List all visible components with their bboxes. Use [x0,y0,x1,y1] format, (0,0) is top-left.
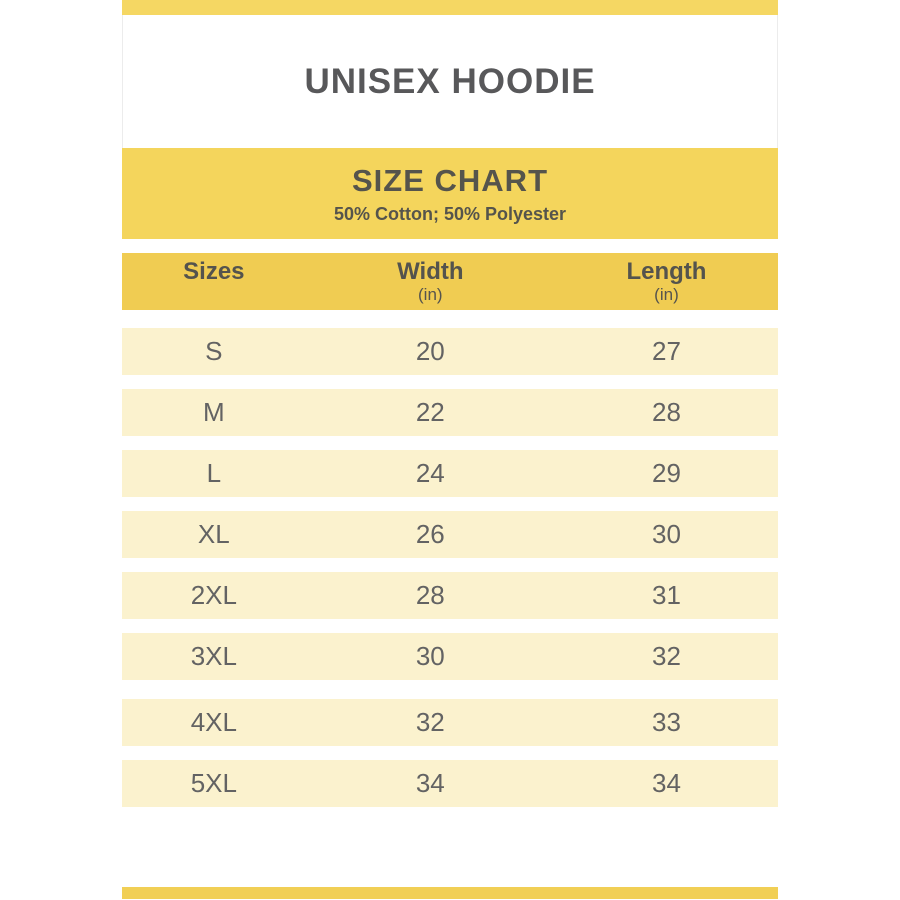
column-unit: (in) [418,284,443,304]
table-row-xl: XL 26 30 [122,511,778,558]
length-cell: 28 [651,397,681,427]
width-cell: 34 [415,768,445,798]
size-cell: 3XL [190,641,237,671]
column-label: Sizes [183,257,245,285]
length-cell: 33 [651,707,681,737]
length-cell: 29 [651,458,681,488]
size-chart-banner: SIZE CHART 50% Cotton; 50% Polyester [122,148,778,239]
length-cell: 34 [651,768,681,798]
size-cell: XL [197,519,230,549]
table-row-4xl: 4XL 32 33 [122,699,778,746]
width-cell: 22 [415,397,445,427]
size-cell: L [206,458,222,488]
column-unit: (in) [654,284,679,304]
width-cell: 26 [415,519,445,549]
length-cell: 30 [651,519,681,549]
size-chart-sheet: UNISEX HOODIE SIZE CHART 50% Cotton; 50%… [122,0,778,899]
top-accent-bar [122,0,778,15]
table-row-s: S 20 27 [122,328,778,375]
size-cell: M [203,397,225,427]
bottom-accent-bar [122,887,778,899]
column-header-width: Width (in) [306,257,555,305]
column-header-length: Length (in) [555,257,778,305]
width-cell: 32 [415,707,445,737]
table-row-m: M 22 28 [122,389,778,436]
size-chart-heading: SIZE CHART [352,162,548,198]
column-header-sizes: Sizes [122,257,306,305]
table-row-l: L 24 29 [122,450,778,497]
size-cell: 2XL [190,580,237,610]
table-header-row: Sizes Width (in) Length (in) [122,253,778,310]
column-label: Length [626,257,707,285]
material-subtitle: 50% Cotton; 50% Polyester [333,203,567,224]
size-cell: 5XL [190,768,237,798]
page-title: UNISEX HOODIE [304,61,596,101]
table-body: S 20 27 M 22 28 L 24 29 XL 26 30 2XL 28 … [122,328,778,807]
length-cell: 32 [651,641,681,671]
length-cell: 27 [651,336,681,366]
table-row-2xl: 2XL 28 31 [122,572,778,619]
width-cell: 30 [415,641,445,671]
table-row-3xl: 3XL 30 32 [122,633,778,680]
column-unit [122,285,306,305]
width-cell: 28 [415,580,445,610]
title-block: UNISEX HOODIE [122,15,778,148]
size-cell: 4XL [190,707,237,737]
table-row-5xl: 5XL 34 34 [122,760,778,807]
width-cell: 20 [415,336,445,366]
length-cell: 31 [651,580,681,610]
size-cell: S [205,336,223,366]
width-cell: 24 [415,458,445,488]
column-label: Width [397,257,464,285]
